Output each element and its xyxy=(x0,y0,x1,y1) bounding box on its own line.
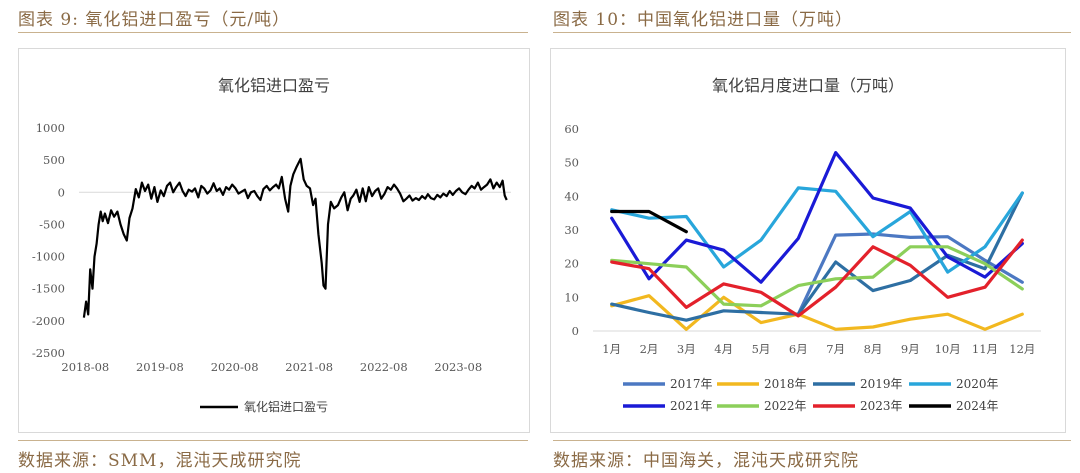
right-x-tick-label: 8月 xyxy=(864,342,883,356)
right-x-tick-label: 4月 xyxy=(714,342,733,356)
right-x-tick-label: 7月 xyxy=(826,342,845,356)
right-legend-label: 2018年 xyxy=(764,377,807,391)
left-y-tick-label: -500 xyxy=(39,217,65,231)
left-y-tick-label: -2500 xyxy=(32,346,65,360)
right-series-line xyxy=(610,209,688,234)
right-y-axis: 60 50 40 30 20 10 0 xyxy=(564,122,579,338)
left-y-tick-label: 0 xyxy=(58,185,65,199)
left-figure-caption: 图表 9: 氧化铝进口盈亏（元/吨） xyxy=(18,10,291,30)
import-profit-chart: 氧化铝进口盈亏 1000 500 0 -500 -1000 -1500 -2000 -2500… xyxy=(32,76,511,414)
left-x-axis: 2018-08 2019-08 2020-08 2021-08 2022-08 2023-… xyxy=(61,360,482,374)
left-x-tick-label: 2021-08 xyxy=(285,360,333,374)
left-y-tick-label: -1000 xyxy=(32,250,65,264)
right-y-tick-label: 10 xyxy=(564,290,579,304)
right-series-line xyxy=(610,245,1024,308)
right-series xyxy=(610,151,1024,331)
right-legend-label: 2021年 xyxy=(670,399,713,413)
right-legend-label: 2024年 xyxy=(956,399,999,413)
right-legend-label: 2019年 xyxy=(860,377,903,391)
right-y-tick-label: 0 xyxy=(572,324,579,338)
left-legend: 氧化铝进口盈亏 xyxy=(200,399,328,414)
right-figure-caption: 图表 10：中国氧化铝进口量（万吨） xyxy=(553,10,854,30)
right-x-tick-label: 10月 xyxy=(935,342,961,356)
left-source-rule xyxy=(18,440,528,441)
right-y-tick-label: 60 xyxy=(564,122,579,136)
right-series-line xyxy=(610,294,1024,331)
right-y-tick-label: 40 xyxy=(564,189,579,203)
left-x-tick-label: 2023-08 xyxy=(434,360,482,374)
left-series xyxy=(82,157,508,318)
right-series-line xyxy=(610,151,1024,284)
right-legend-label: 2020年 xyxy=(956,377,999,391)
left-figure-source: 数据来源：SMM，混沌天成研究院 xyxy=(18,451,302,471)
right-x-tick-label: 11月 xyxy=(972,342,998,356)
right-x-tick-label: 5月 xyxy=(752,342,771,356)
left-x-tick-label: 2018-08 xyxy=(61,360,109,374)
right-series-line xyxy=(610,191,1024,322)
left-legend-label: 氧化铝进口盈亏 xyxy=(244,399,328,414)
left-y-tick-label: 500 xyxy=(43,153,65,167)
left-x-tick-label: 2020-08 xyxy=(211,360,259,374)
right-legend-label: 2023年 xyxy=(860,399,903,413)
right-x-tick-label: 2月 xyxy=(640,342,659,356)
right-caption-rule xyxy=(553,32,1071,33)
left-caption-rule xyxy=(18,32,528,33)
right-x-tick-label: 1月 xyxy=(602,342,621,356)
monthly-import-chart: 氧化铝月度进口量（万吨） 60 50 40 30 20 10 0 1月 2月 3月 4月 5月 6月 7… xyxy=(564,76,1041,413)
right-legend-label: 2017年 xyxy=(670,377,713,391)
right-x-tick-label: 12月 xyxy=(1009,342,1035,356)
right-figure-source: 数据来源：中国海关，混沌天成研究院 xyxy=(553,451,859,471)
right-y-tick-label: 50 xyxy=(564,156,579,170)
right-series-line xyxy=(796,232,1024,316)
right-chart-title: 氧化铝月度进口量（万吨） xyxy=(712,76,904,95)
left-chart-title: 氧化铝进口盈亏 xyxy=(218,76,330,95)
left-series-line xyxy=(82,157,508,318)
right-x-tick-label: 6月 xyxy=(789,342,808,356)
left-x-tick-label: 2022-08 xyxy=(360,360,408,374)
left-y-tick-label: -1500 xyxy=(32,282,65,296)
right-legend-label: 2022年 xyxy=(764,399,807,413)
right-y-tick-label: 30 xyxy=(564,223,579,237)
left-x-tick-label: 2019-08 xyxy=(136,360,184,374)
right-series-line xyxy=(610,238,1024,318)
right-y-tick-label: 20 xyxy=(564,257,579,271)
right-source-rule xyxy=(553,440,1071,441)
left-y-tick-label: 1000 xyxy=(36,121,65,135)
right-series-line xyxy=(610,186,1024,274)
right-x-tick-label: 3月 xyxy=(677,342,696,356)
left-y-tick-label: -2000 xyxy=(32,314,65,328)
right-x-axis: 1月 2月 3月 4月 5月 6月 7月 8月 9月 10月 11月 12月 xyxy=(602,342,1035,356)
right-chart-frame: 氧化铝月度进口量（万吨） 60 50 40 30 20 10 0 1月 2月 3月 4月 5月 6月 7… xyxy=(550,48,1066,433)
right-legend: 2017年 2018年 2019年 2020年 2021年 2022年 2023年 2024年 xyxy=(623,377,999,413)
right-x-tick-label: 9月 xyxy=(901,342,920,356)
left-chart-frame: 氧化铝进口盈亏 1000 500 0 -500 -1000 -1500 -2000 -2500… xyxy=(18,48,530,433)
left-y-axis: 1000 500 0 -500 -1000 -1500 -2000 -2500 xyxy=(32,121,65,360)
